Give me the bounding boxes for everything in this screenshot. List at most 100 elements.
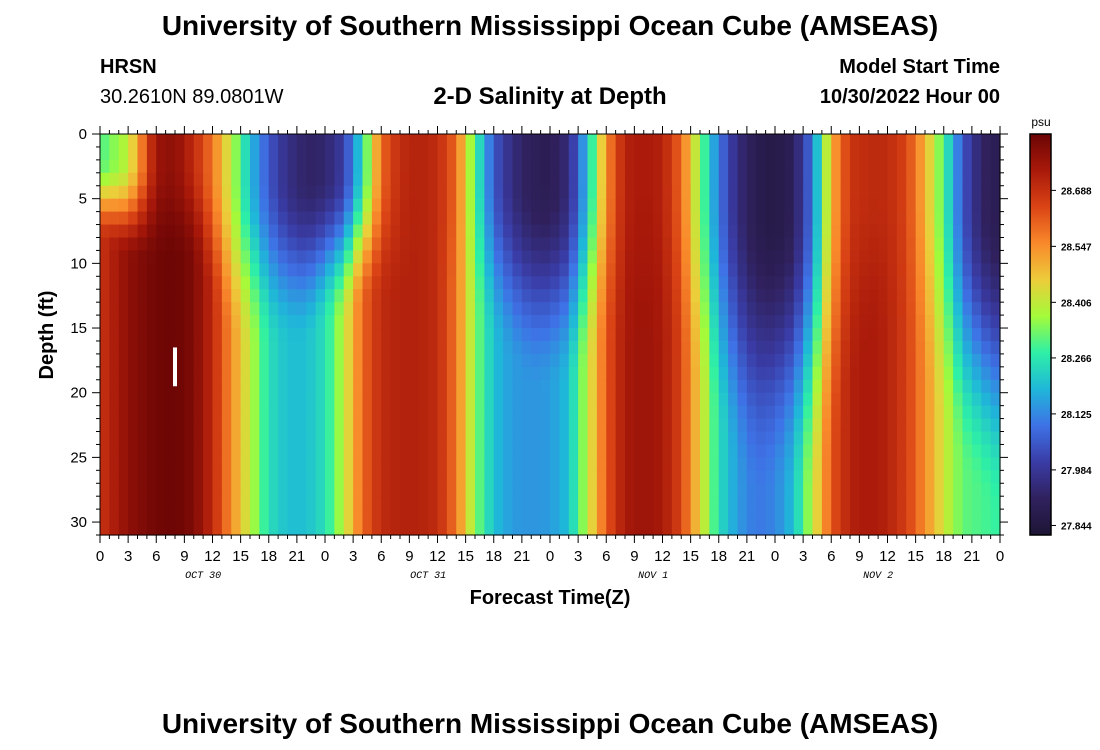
heatmap-cell xyxy=(887,328,898,342)
heatmap-cell xyxy=(812,315,823,329)
heatmap-cell xyxy=(371,353,382,368)
heatmap-cell xyxy=(212,496,223,510)
heatmap-cell xyxy=(709,340,720,355)
heatmap-cell xyxy=(568,211,579,226)
heatmap-cell xyxy=(493,276,504,290)
heatmap-cell xyxy=(850,276,860,290)
heatmap-cell xyxy=(446,237,457,252)
heatmap-cell xyxy=(306,172,317,187)
heatmap-cell xyxy=(484,237,495,252)
heatmap-cell xyxy=(250,302,260,316)
heatmap-cell xyxy=(371,146,382,161)
heatmap-cell xyxy=(700,405,710,420)
heatmap-cell xyxy=(812,457,823,471)
heatmap-cell xyxy=(184,289,195,303)
heatmap-cell xyxy=(165,340,176,355)
heatmap-cell xyxy=(746,483,757,497)
heatmap-cell xyxy=(784,224,795,239)
heatmap-cell xyxy=(287,315,298,329)
heatmap-cell xyxy=(559,302,570,316)
heatmap-cell xyxy=(521,237,532,252)
heatmap-cell xyxy=(240,237,251,252)
heatmap-cell xyxy=(428,340,439,355)
heatmap-cell xyxy=(868,263,879,277)
heatmap-cell xyxy=(803,392,814,407)
heatmap-cell xyxy=(971,431,982,446)
heatmap-cell xyxy=(100,276,110,290)
heatmap-cell xyxy=(953,224,964,239)
heatmap-cell xyxy=(118,353,129,368)
heatmap-cell xyxy=(371,224,382,239)
heatmap-cell xyxy=(475,172,485,187)
heatmap-cell xyxy=(606,134,617,148)
heatmap-cell xyxy=(925,328,935,342)
heatmap-cell xyxy=(578,198,589,213)
heatmap-cell xyxy=(746,405,757,420)
heatmap-cell xyxy=(962,405,973,420)
heatmap-cell xyxy=(606,379,617,394)
heatmap-cell xyxy=(728,328,739,342)
heatmap-cell xyxy=(596,496,607,510)
heatmap-cell xyxy=(718,418,729,433)
heatmap-cell xyxy=(381,431,392,446)
heatmap-cell xyxy=(353,134,364,148)
heatmap-cell xyxy=(156,457,167,471)
heatmap-cell xyxy=(887,457,898,471)
heatmap-cell xyxy=(475,470,485,484)
heatmap-cell xyxy=(559,276,570,290)
heatmap-cell xyxy=(831,483,842,497)
heatmap-cell xyxy=(128,237,139,252)
heatmap-cell xyxy=(503,522,514,536)
heatmap-cell xyxy=(934,431,945,446)
heatmap-cell xyxy=(343,134,354,148)
heatmap-cell xyxy=(737,379,748,394)
heatmap-cell xyxy=(859,405,870,420)
heatmap-cell xyxy=(925,431,935,446)
heatmap-cell xyxy=(371,159,382,174)
heatmap-cell xyxy=(212,457,223,471)
heatmap-cell xyxy=(746,289,757,303)
heatmap-cell xyxy=(409,392,420,407)
heatmap-cell xyxy=(512,496,523,510)
heatmap-cell xyxy=(943,224,954,239)
heatmap-cell xyxy=(343,237,354,252)
heatmap-cell xyxy=(681,405,692,420)
heatmap-cell xyxy=(137,379,148,394)
heatmap-cell xyxy=(278,185,289,200)
heatmap-cell xyxy=(484,366,495,381)
heatmap-cell xyxy=(756,250,767,264)
heatmap-cell xyxy=(971,250,982,264)
heatmap-cell xyxy=(221,185,232,200)
heatmap-cell xyxy=(587,431,598,446)
heatmap-cell xyxy=(531,496,542,510)
heatmap-cell xyxy=(709,379,720,394)
heatmap-cell xyxy=(990,340,1001,355)
heatmap-cell xyxy=(906,250,917,264)
heatmap-cell xyxy=(550,237,560,252)
heatmap-cell xyxy=(756,457,767,471)
heatmap-cell xyxy=(625,328,635,342)
heatmap-cell xyxy=(643,224,654,239)
heatmap-cell xyxy=(681,418,692,433)
heatmap-cell xyxy=(531,328,542,342)
heatmap-cell xyxy=(409,198,420,213)
heatmap-cell xyxy=(821,470,832,484)
heatmap-cell xyxy=(850,496,860,510)
heatmap-cell xyxy=(334,289,345,303)
heatmap-cell xyxy=(718,470,729,484)
heatmap-cell xyxy=(568,470,579,484)
x-tick-label: 6 xyxy=(827,548,835,565)
heatmap-cell xyxy=(859,431,870,446)
heatmap-cell xyxy=(137,159,148,174)
heatmap-cell xyxy=(456,444,467,458)
heatmap-cell xyxy=(653,185,664,200)
heatmap-cell xyxy=(859,302,870,316)
heatmap-cell xyxy=(250,353,260,368)
heatmap-cell xyxy=(934,509,945,523)
heatmap-cell xyxy=(118,379,129,394)
heatmap-cell xyxy=(653,263,664,277)
heatmap-cell xyxy=(718,509,729,523)
heatmap-cell xyxy=(240,263,251,277)
heatmap-cell xyxy=(812,198,823,213)
heatmap-cell xyxy=(250,496,260,510)
